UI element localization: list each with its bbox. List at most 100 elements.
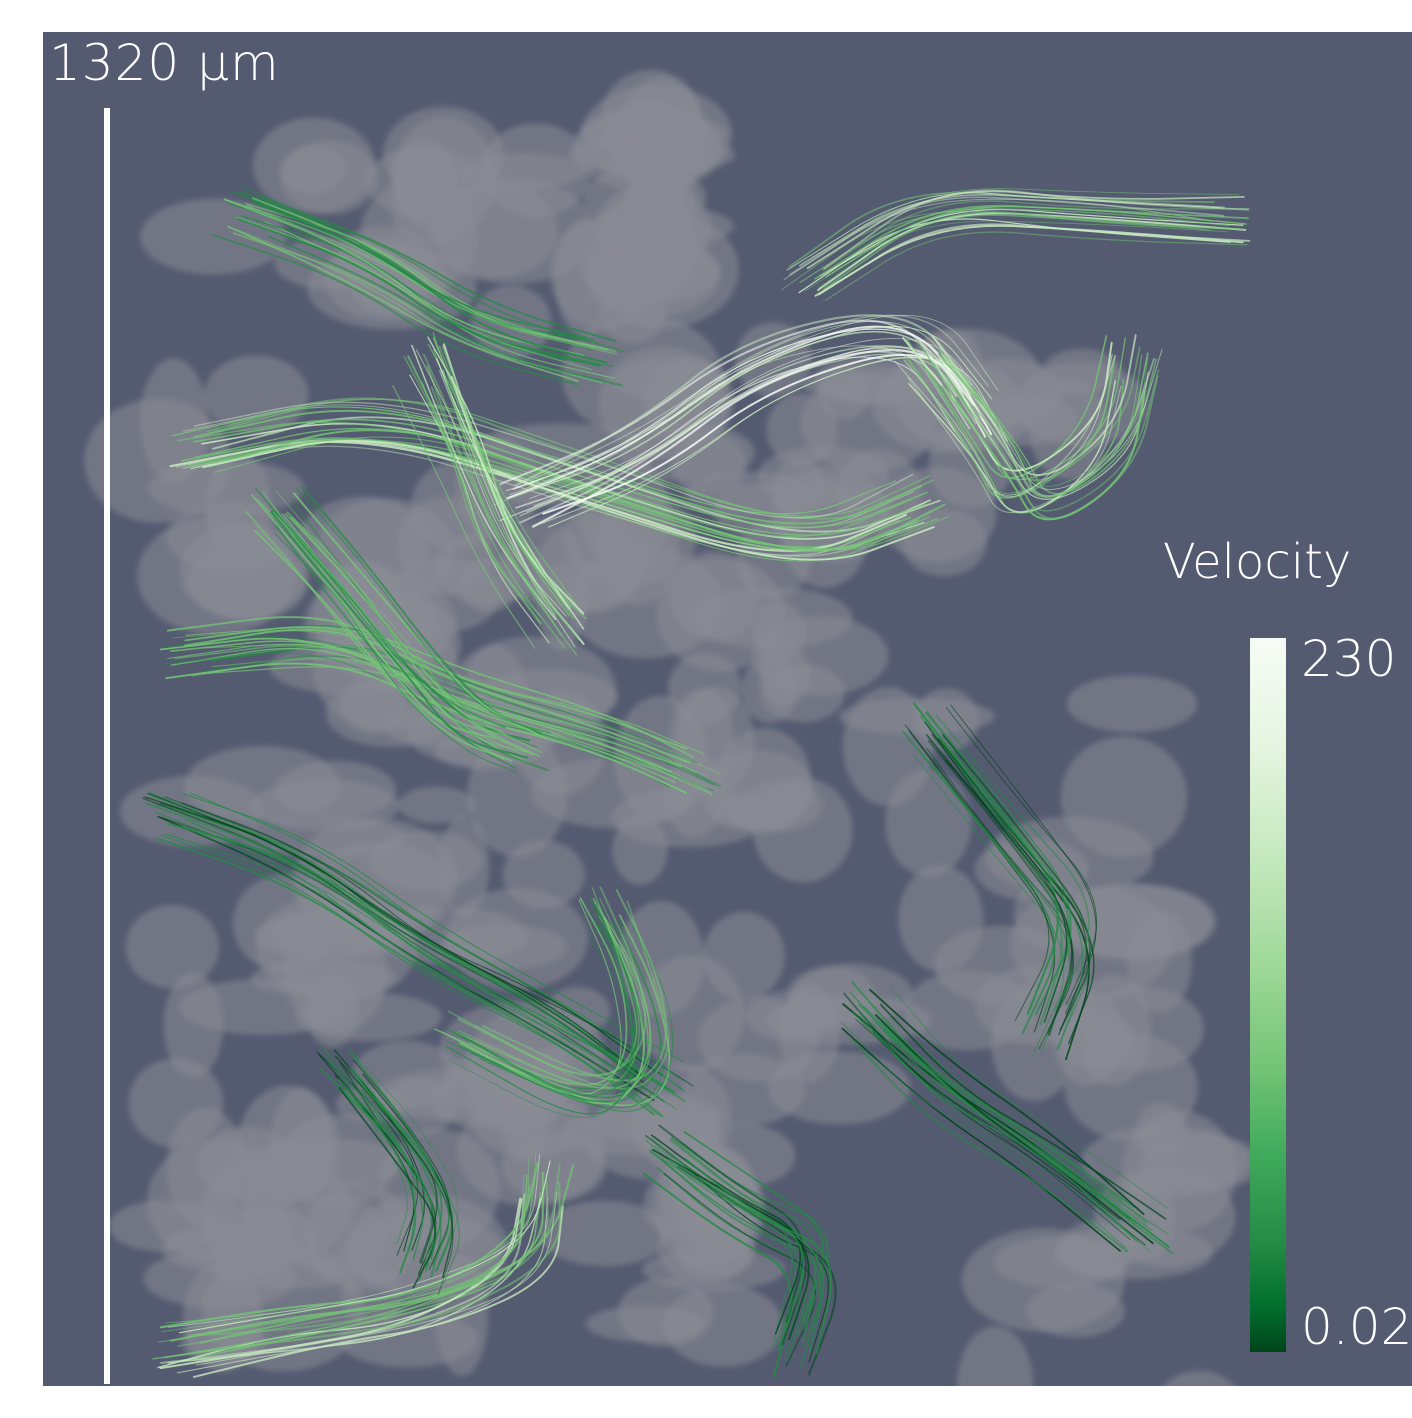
streamline	[224, 199, 596, 349]
pore-region	[232, 874, 337, 973]
streamline	[939, 362, 1149, 500]
streamline	[542, 353, 993, 515]
streamline	[822, 200, 1250, 271]
streamline	[677, 1165, 837, 1376]
streamline	[448, 887, 638, 1077]
streamline	[798, 218, 1231, 294]
streamline	[144, 802, 643, 1080]
streamline	[169, 640, 682, 768]
pore-region	[1163, 1370, 1235, 1386]
streamline	[185, 819, 686, 1102]
streamline	[188, 1173, 549, 1337]
pore-region	[251, 779, 400, 831]
streamline	[499, 319, 958, 485]
pore-region	[1059, 1220, 1138, 1279]
streamline	[411, 344, 557, 620]
pore-region	[280, 140, 379, 215]
streamline	[327, 1059, 424, 1261]
streamline	[927, 739, 1074, 1034]
streamline	[159, 802, 654, 1071]
streamline	[165, 662, 687, 794]
streamline	[275, 490, 531, 730]
streamline	[193, 401, 914, 519]
streamline	[650, 1134, 801, 1335]
streamline	[850, 1038, 1129, 1253]
streamline	[926, 748, 1075, 1050]
streamline	[230, 190, 588, 339]
streamline	[902, 337, 1113, 472]
streamline	[168, 1154, 541, 1328]
streamline	[159, 1197, 522, 1370]
pore-region	[165, 503, 300, 572]
streamline	[260, 212, 614, 368]
streamline	[642, 1172, 793, 1379]
streamline	[950, 704, 1097, 1014]
streamline	[786, 192, 1219, 271]
streamline	[192, 1205, 564, 1378]
streamline	[180, 801, 694, 1087]
pore-region	[445, 888, 588, 991]
streamline	[195, 428, 926, 536]
streamline	[171, 406, 897, 515]
pore-region	[119, 775, 264, 847]
pore-region	[611, 98, 686, 180]
streamline	[920, 715, 1063, 1026]
streamline	[533, 344, 996, 507]
streamline	[879, 1003, 1167, 1220]
streamline	[499, 356, 956, 522]
streamline	[179, 1160, 551, 1334]
pore-region	[125, 905, 220, 989]
streamline	[818, 214, 1242, 289]
streamline	[505, 325, 976, 500]
pore-region	[84, 398, 231, 523]
streamline	[434, 897, 628, 1086]
pore-network-streamlines	[84, 69, 1262, 1386]
streamline	[193, 1164, 561, 1337]
streamline	[296, 487, 551, 734]
streamline	[817, 212, 1247, 292]
streamline	[254, 529, 513, 762]
streamline	[458, 901, 649, 1101]
streamline	[339, 1061, 434, 1263]
streamline	[415, 349, 567, 617]
pore-region	[305, 974, 359, 1048]
streamline	[163, 1174, 528, 1359]
streamline	[338, 1087, 437, 1289]
streamline	[430, 386, 578, 656]
streamline	[427, 336, 570, 610]
pore-region	[347, 1194, 508, 1301]
streamline	[924, 367, 1125, 514]
pore-region	[801, 373, 937, 473]
streamline	[940, 352, 1155, 498]
streamline	[268, 235, 624, 387]
streamline	[273, 532, 517, 773]
streamline	[859, 1011, 1144, 1228]
streamline	[938, 352, 1149, 497]
streamline	[159, 637, 673, 773]
streamline	[241, 215, 602, 367]
streamline	[863, 1005, 1153, 1232]
pore-region	[885, 769, 972, 877]
streamline	[442, 369, 579, 639]
streamline	[172, 630, 682, 763]
streamline	[460, 917, 645, 1105]
streamline	[799, 208, 1230, 284]
streamline	[906, 335, 1108, 479]
pore-region	[373, 1068, 544, 1121]
streamline	[160, 834, 662, 1118]
streamline	[166, 616, 688, 750]
streamline	[223, 198, 584, 357]
streamline	[422, 353, 557, 616]
streamline	[154, 811, 659, 1097]
streamline	[912, 702, 1059, 1016]
pore-region	[1066, 675, 1198, 733]
streamline	[682, 1163, 829, 1363]
streamline	[193, 418, 928, 529]
streamline	[176, 421, 912, 538]
pore-region	[663, 1284, 783, 1367]
streamline	[905, 354, 1115, 494]
streamline	[245, 510, 506, 761]
streamline	[671, 1136, 829, 1330]
streamline	[485, 914, 671, 1107]
streamline	[445, 911, 639, 1093]
